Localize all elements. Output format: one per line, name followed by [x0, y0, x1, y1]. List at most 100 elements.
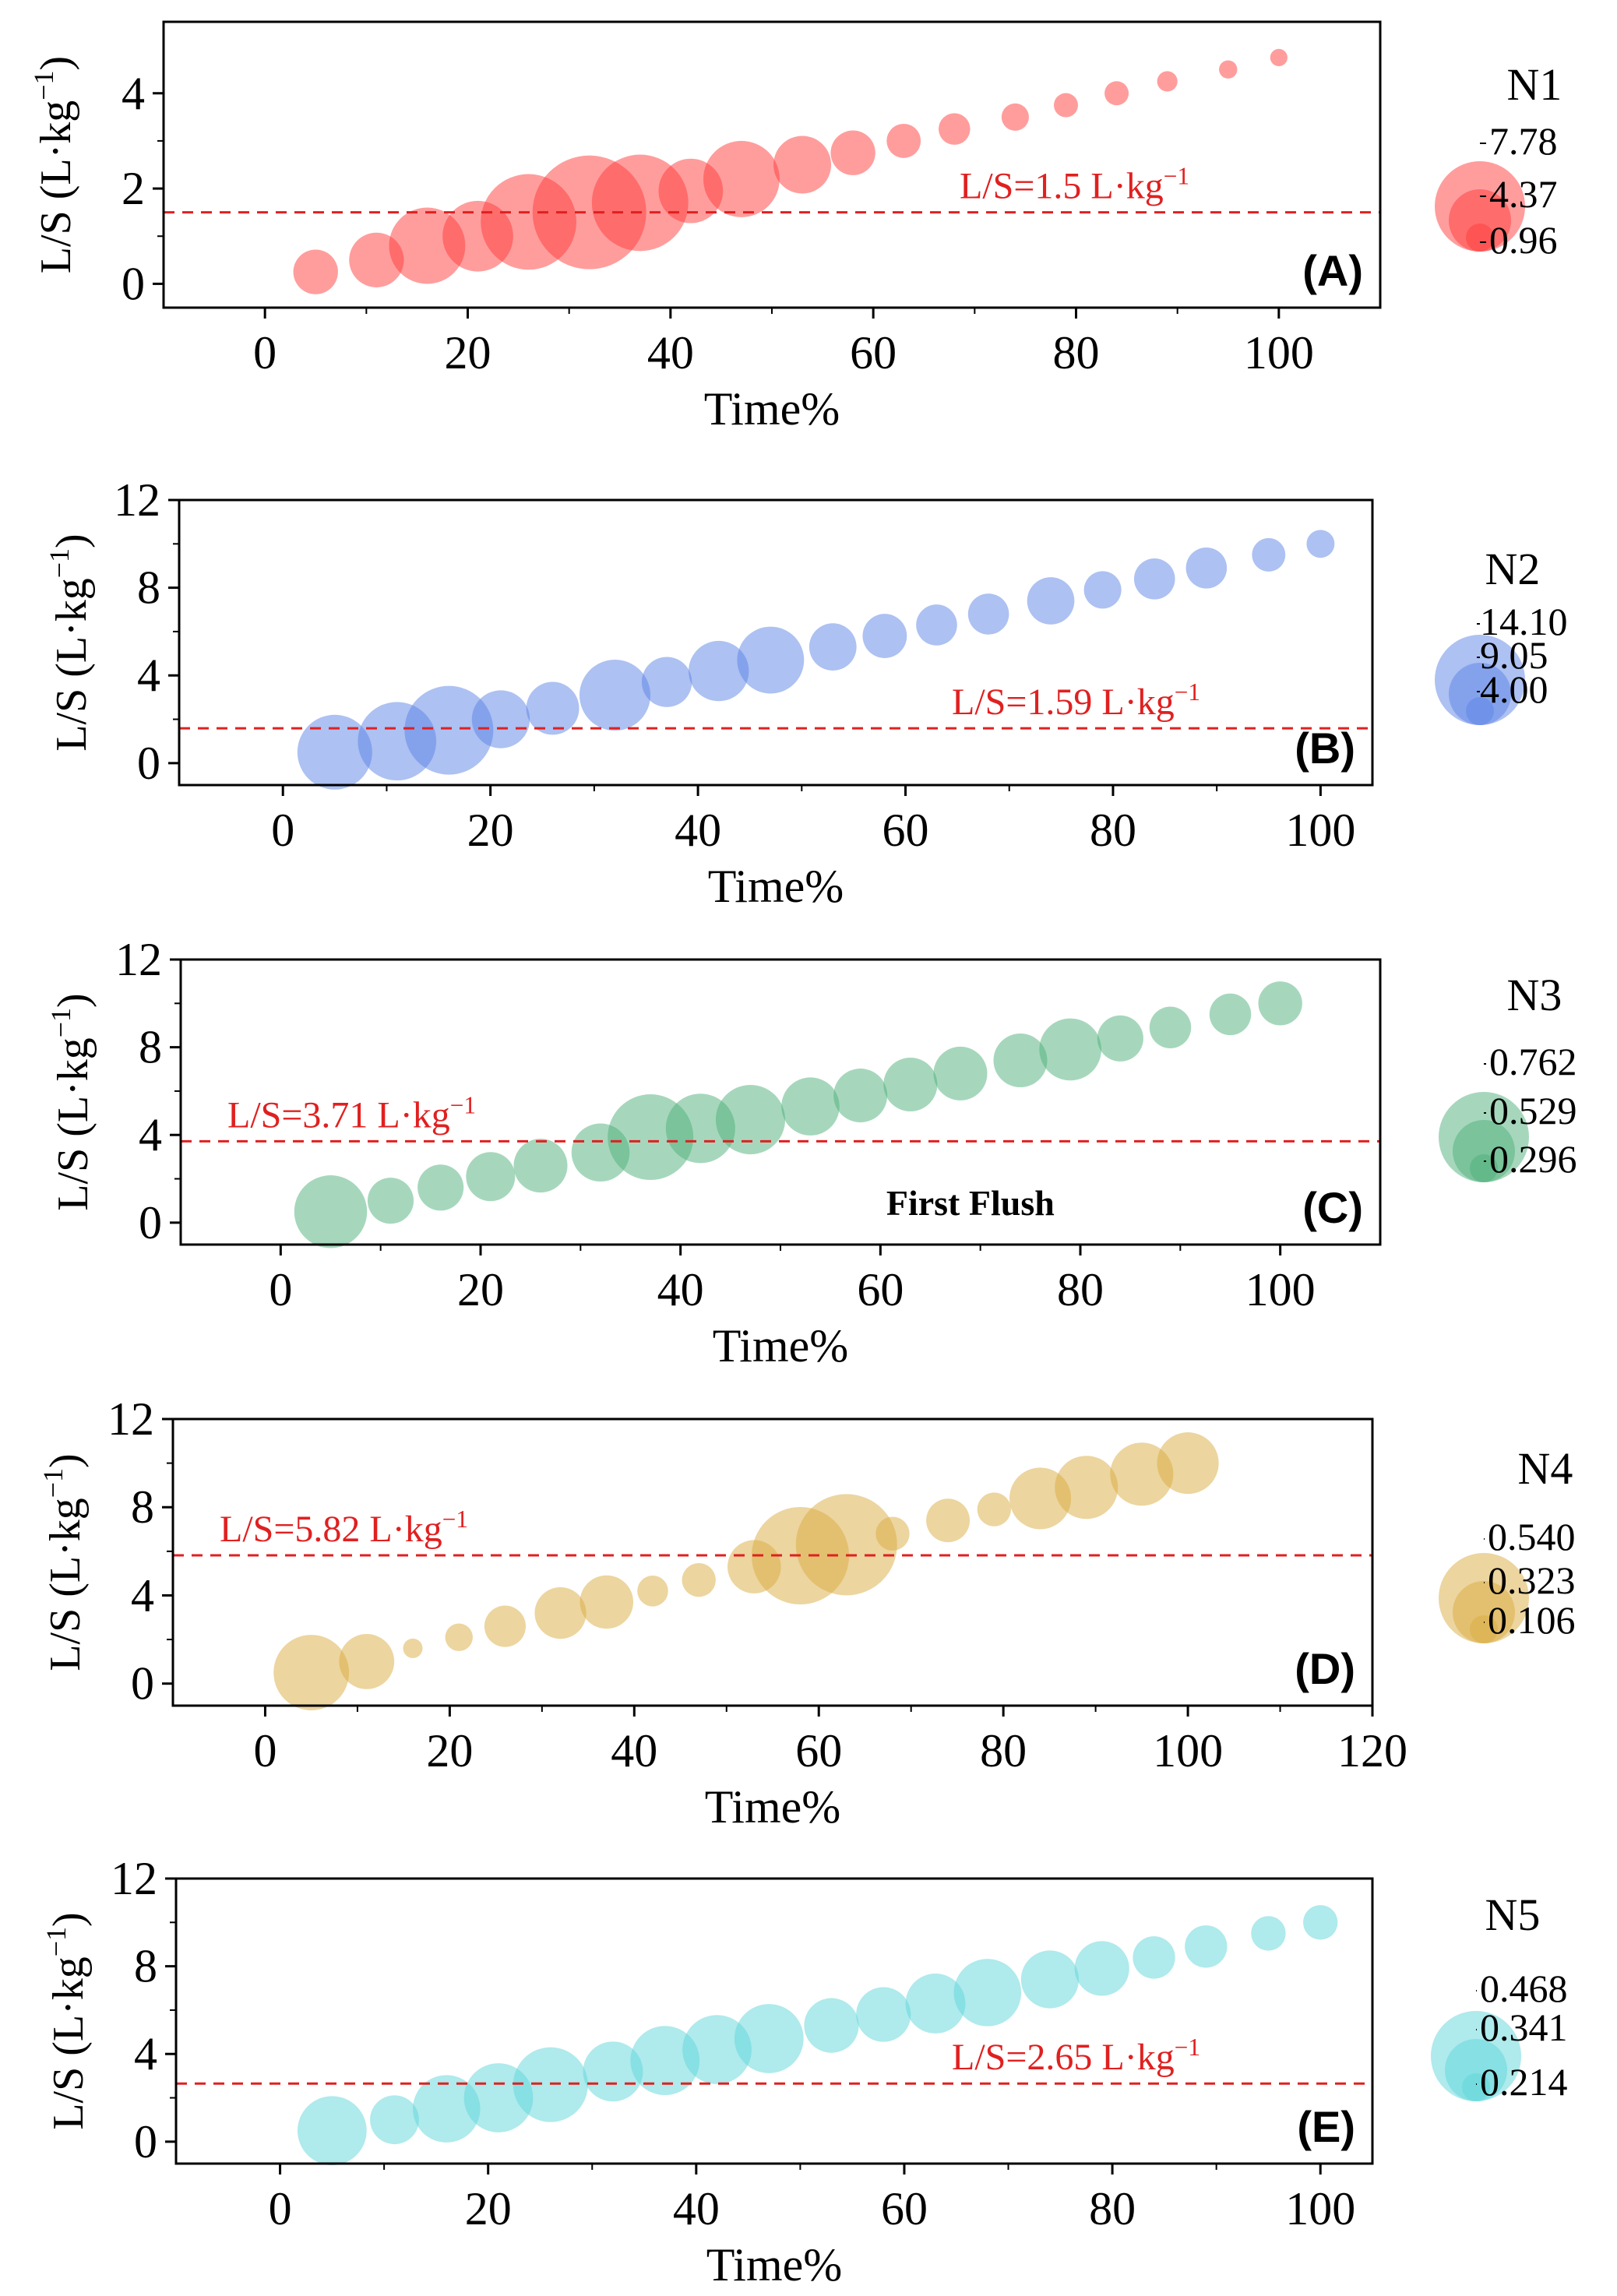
bubble-point — [526, 681, 580, 735]
x-axis: 0 20 40 60 80 100 120 — [253, 1706, 1407, 1777]
bubble-point — [1133, 558, 1175, 600]
bubble-point — [1251, 1916, 1286, 1951]
panel-n2: L/S=1.59 L·kg−10 20 40 60 80 100Time%04812L/S… — [44, 474, 1374, 912]
bubble-point — [682, 1562, 716, 1597]
legend-bubble — [1470, 1154, 1498, 1182]
plot-frame — [178, 498, 1374, 787]
x-tick-label: 80 — [1053, 327, 1100, 379]
bubble-point — [833, 1069, 888, 1123]
bubble-point — [886, 124, 921, 158]
x-tick-label: 20 — [457, 1264, 504, 1315]
bubble-point — [1209, 993, 1252, 1036]
x-tick-label: 80 — [1090, 805, 1136, 856]
bubble-point — [1149, 1006, 1192, 1049]
bubble-point — [933, 1046, 988, 1100]
legend-series-name: N4 — [1518, 1443, 1573, 1494]
y-tick-label: 4 — [131, 1569, 154, 1621]
bubble-point — [293, 249, 338, 294]
x-tick-label: 120 — [1337, 1725, 1407, 1777]
y-axis-label-text: L/S (L·kg−1) — [41, 1912, 93, 2129]
threshold-label: L/S=1.59 L·kg−1 — [952, 678, 1200, 723]
bubble-point — [580, 1575, 634, 1629]
threshold-label: L/S=5.82 L·kg−1 — [220, 1505, 468, 1550]
bubble-point — [445, 1623, 473, 1651]
y-axis-label-main: L/S (L·kg — [32, 100, 80, 273]
bubble-point — [905, 1974, 966, 2034]
bubble-point — [1306, 530, 1335, 558]
legend-series-name: N1 — [1507, 59, 1562, 110]
y-axis-label-text: L/S (L·kg−1) — [37, 1453, 90, 1671]
threshold-label: L/S=3.71 L·kg−1 — [227, 1091, 476, 1136]
bubble-point — [689, 640, 749, 702]
panel-n4: L/S=5.82 L·kg−10 20 40 60 80 100 120Time%04812… — [37, 1393, 1407, 1833]
plot-frame — [171, 1417, 1374, 1707]
x-axis: 0 20 40 60 80 100 — [269, 2164, 1355, 2234]
legend-series-name: N3 — [1507, 970, 1562, 1020]
bubble-point — [1157, 71, 1178, 92]
x-tick-label: 20 — [426, 1725, 473, 1777]
bubble-point — [1053, 93, 1078, 118]
x-tick-label: 0 — [271, 805, 294, 856]
x-tick-label: 100 — [1244, 327, 1314, 379]
y-tick-label: 0 — [139, 1197, 162, 1248]
legend-bubble — [1453, 1120, 1515, 1182]
x-axis-title: Time% — [706, 2239, 843, 2291]
y-tick-label: 12 — [111, 1853, 157, 1904]
bubble-point — [737, 626, 805, 694]
legend-size-label: 4.00 — [1480, 667, 1548, 711]
y-axis-label-main: L/S (L·kg — [44, 1956, 93, 2129]
bubble-point — [1020, 1950, 1080, 2009]
y-axis-label-text: L/S (L·kg−1) — [45, 993, 97, 1210]
y-axis-label-sup: −1 — [37, 1468, 69, 1498]
threshold-label-sup: −1 — [1164, 163, 1189, 190]
legend-size-label: 0.323 — [1488, 1558, 1576, 1602]
x-axis: 0 20 40 60 80 100 — [269, 1245, 1316, 1315]
x-tick-label: 0 — [253, 327, 277, 379]
bubble-point — [1252, 537, 1286, 572]
y-tick-label: 4 — [137, 650, 160, 701]
y-tick-label: 8 — [131, 1481, 154, 1533]
bubble-point — [417, 1164, 464, 1211]
bubble-point — [404, 685, 494, 775]
y-tick-label: 4 — [134, 2028, 157, 2079]
x-axis-title: Time% — [713, 1320, 849, 1372]
bubble-point — [953, 1959, 1022, 2027]
bubble-point — [1039, 1018, 1102, 1081]
y-axis-label-tail: ) — [48, 534, 96, 548]
bubble-point — [1097, 1015, 1143, 1062]
legend-size-label: 0.529 — [1489, 1089, 1577, 1132]
threshold-label: L/S=2.65 L·kg−1 — [952, 2034, 1200, 2078]
panel-n3: L/S=3.71 L·kg−10 20 40 60 80 100Time%04812L/S… — [45, 934, 1382, 1372]
y-axis: 0 4 8 12 — [107, 1393, 173, 1710]
legend-size-label: 0.296 — [1489, 1137, 1577, 1181]
panel-n5: L/S=2.65 L·kg−10 20 40 60 80 100Time%04812L/S… — [41, 1853, 1374, 2291]
y-axis-label-tail: ) — [44, 1912, 93, 1927]
y-axis-label: L/S (L·kg−1) — [37, 1453, 90, 1671]
x-tick-label: 0 — [253, 1725, 277, 1777]
bubble-point — [967, 593, 1009, 635]
bubble-point — [403, 1638, 423, 1658]
y-axis-label-tail: ) — [49, 993, 97, 1008]
bubble-point — [977, 1492, 1011, 1527]
y-axis-label-sup: −1 — [28, 70, 59, 100]
bubble-point — [579, 660, 651, 731]
y-tick-label: 4 — [122, 68, 145, 119]
panel-tag: (E) — [1297, 2102, 1355, 2151]
panel-tag: (C) — [1302, 1183, 1363, 1232]
legend-size-label: 0.540 — [1488, 1515, 1576, 1558]
bubble-point — [1185, 1925, 1228, 1968]
threshold-label: L/S=1.5 L·kg−1 — [960, 163, 1189, 207]
x-axis-title: Time% — [705, 1781, 841, 1833]
y-tick-label: 0 — [134, 2116, 157, 2167]
x-tick-label: 60 — [881, 2183, 928, 2234]
x-tick-label: 100 — [1245, 1264, 1316, 1315]
y-axis-label-main: L/S (L·kg — [41, 1498, 90, 1671]
y-axis-label-sup: −1 — [44, 548, 75, 578]
x-axis: 0 20 40 60 80 100 — [271, 785, 1355, 856]
size-legend-n1: N1 7.78 4.370.96 — [1435, 59, 1562, 262]
bubble-point — [804, 1998, 859, 2053]
y-tick-label: 8 — [139, 1022, 162, 1073]
x-tick-label: 60 — [882, 805, 929, 856]
bubble-point — [939, 113, 971, 145]
